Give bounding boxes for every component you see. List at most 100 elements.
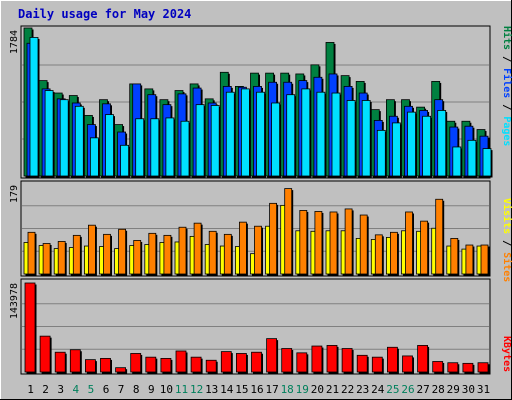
sites-bar [480,244,489,275]
sites-bar [450,238,459,275]
kbytes-bar [447,362,459,373]
sites-bar [72,234,81,275]
x-tick-label: 24 [371,383,385,396]
kbytes-bar [24,282,36,373]
legend-kbytes: KBytes [501,336,512,372]
sites-bar [314,211,323,275]
kbytes-bar [145,356,157,373]
sites-bar [344,208,353,275]
legend-visits: Visits [501,198,512,234]
panel-visits-sites: 179 Visits / Sites [9,180,512,282]
pages-bar [391,122,401,177]
panel3-legend: KBytes [501,336,512,372]
sites-bar [42,243,51,275]
kbytes-bar [39,335,51,373]
kbytes-bar [69,349,81,373]
x-tick-label: 27 [416,383,429,396]
kbytes-bar [54,351,66,373]
sites-bar [329,211,338,275]
kbytes-bar [311,345,323,373]
pages-bar [361,100,371,177]
x-tick-label: 31 [477,383,490,396]
sites-bar [374,234,383,275]
kbytes-bar [356,354,368,373]
legend-sites: Sites [501,252,512,282]
pages-bar [256,91,265,177]
kbytes-bar [402,355,413,373]
pages-bar [180,120,190,177]
sites-bar [269,202,278,275]
sites-bar [389,231,398,275]
panel2-ymax-label: 179 [9,185,20,203]
chart-title: Daily usage for May 2024 [18,7,191,21]
kbytes-bar [326,345,338,373]
pages-bar [240,88,250,177]
kbytes-bar [462,362,474,373]
panel-kbytes: 143978 KBytes [9,278,512,375]
panel1-bars [23,27,493,178]
pages-bar [74,105,84,177]
kbytes-bar [175,350,187,373]
pages-bar [316,91,326,177]
x-tick-label: 4 [72,383,79,396]
sites-bar [420,220,429,275]
sites-bar [238,221,247,275]
kbytes-bar [432,361,444,373]
pages-bar [301,88,311,177]
pages-bar [346,100,356,177]
kbytes-bar [100,358,111,373]
pages-bar [165,117,175,177]
pages-bar [90,137,99,177]
legend-hits: Hits [501,26,512,50]
kbytes-bar [190,356,202,373]
pages-bar [120,144,129,177]
pages-bar [286,94,296,177]
x-tick-label: 16 [250,383,263,396]
sites-bar [27,231,36,275]
sites-bar [465,244,474,275]
pages-bar [195,104,205,177]
panel2-bars [23,188,490,276]
sites-bar [178,226,187,275]
pages-bar [135,118,145,177]
legend-files: Files [501,68,512,98]
pages-bar [225,91,235,177]
sites-bar [284,188,293,275]
sites-bar [163,234,172,275]
x-tick-label: 15 [235,383,248,396]
kbytes-bar [251,351,262,373]
kbytes-bar [296,352,308,373]
pages-bar [482,148,492,177]
x-tick-label: 9 [148,383,155,396]
panel1-ymax-label: 1784 [9,30,20,54]
x-tick-label: 6 [103,383,110,396]
kbytes-bar [281,348,293,373]
sites-bar [254,225,262,275]
x-tick-label: 20 [311,383,324,396]
pages-bar [407,111,416,177]
pages-bar [271,102,281,177]
panel-hits-files-pages: 1784 Hits / Files / Pages [9,25,512,179]
panel3-ymax-label: 143978 [9,283,20,319]
kbytes-bar [115,367,126,373]
x-tick-label: 30 [462,383,475,396]
sites-bar [299,210,308,275]
sites-bar [133,240,142,275]
x-tick-label: 5 [88,383,95,396]
sites-bar [435,198,444,275]
x-tick-label: 10 [160,383,173,396]
x-tick-label: 28 [432,383,445,396]
x-tick-label: 2 [42,383,49,396]
sites-bar [193,222,202,275]
sites-bar [88,224,96,275]
x-tick-label: 22 [341,383,354,396]
pages-bar [376,129,386,177]
panel2-legend: Visits / Sites [501,198,512,282]
x-tick-label: 13 [205,383,218,396]
x-tick-label: 19 [296,383,309,396]
kbytes-bar [266,338,278,373]
kbytes-bar [477,362,489,373]
pages-bar [59,99,69,177]
panel3-bars [24,282,490,374]
